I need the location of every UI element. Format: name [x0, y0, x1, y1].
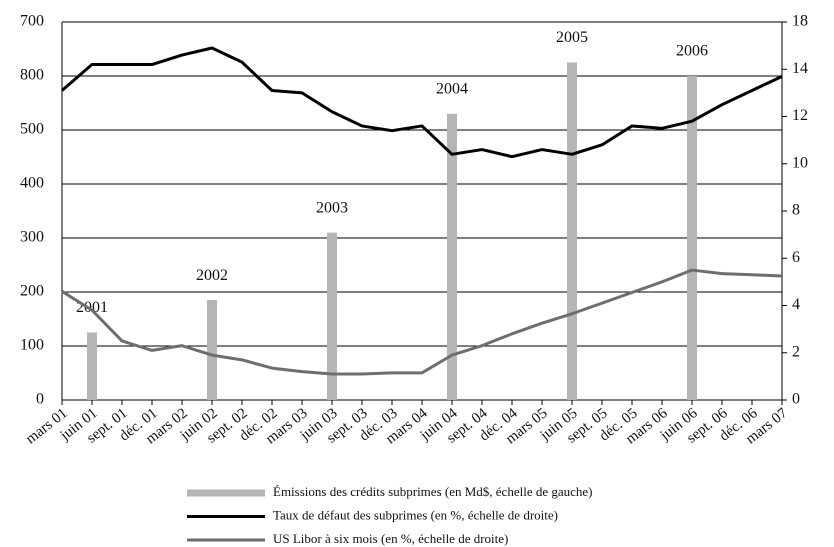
y2-tick-label: 4 — [792, 296, 800, 313]
y-tick-label: 500 — [20, 121, 44, 138]
y2-tick-label: 6 — [792, 249, 800, 266]
y-tick-label: 400 — [20, 175, 44, 192]
y2-tick-label: 18 — [792, 13, 808, 30]
legend-label: US Libor à six mois (en %, échelle de dr… — [273, 531, 508, 546]
line — [61, 46, 783, 159]
line — [61, 268, 783, 376]
bar-label: 2003 — [316, 199, 348, 216]
legend-label: Taux de défaut des subprimes (en %, éche… — [273, 507, 558, 522]
bar-label: 2006 — [676, 43, 708, 60]
bar-label: 2005 — [556, 29, 588, 46]
y2-tick-label: 8 — [792, 202, 800, 219]
bar — [327, 232, 337, 400]
y2-tick-label: 0 — [792, 391, 800, 408]
y-tick-label: 300 — [20, 229, 44, 246]
bar-label: 2004 — [436, 80, 468, 97]
y2-tick-label: 2 — [792, 343, 800, 360]
y-tick-label: 100 — [20, 337, 44, 354]
y-tick-label: 700 — [20, 13, 44, 30]
y2-tick-label: 14 — [792, 60, 808, 77]
y-tick-label: 800 — [20, 67, 44, 84]
bar — [687, 76, 697, 400]
y2-tick-label: 12 — [792, 107, 808, 124]
bar-label: 2002 — [196, 267, 228, 284]
bar — [447, 113, 457, 401]
y-tick-label: 200 — [20, 283, 44, 300]
bar — [87, 332, 97, 400]
y2-tick-label: 10 — [792, 154, 808, 171]
legend-label: Émissions des crédits subprimes (en Md$,… — [273, 484, 593, 499]
bar — [567, 62, 577, 400]
bar — [207, 300, 217, 400]
y-tick-label: 0 — [36, 391, 44, 408]
